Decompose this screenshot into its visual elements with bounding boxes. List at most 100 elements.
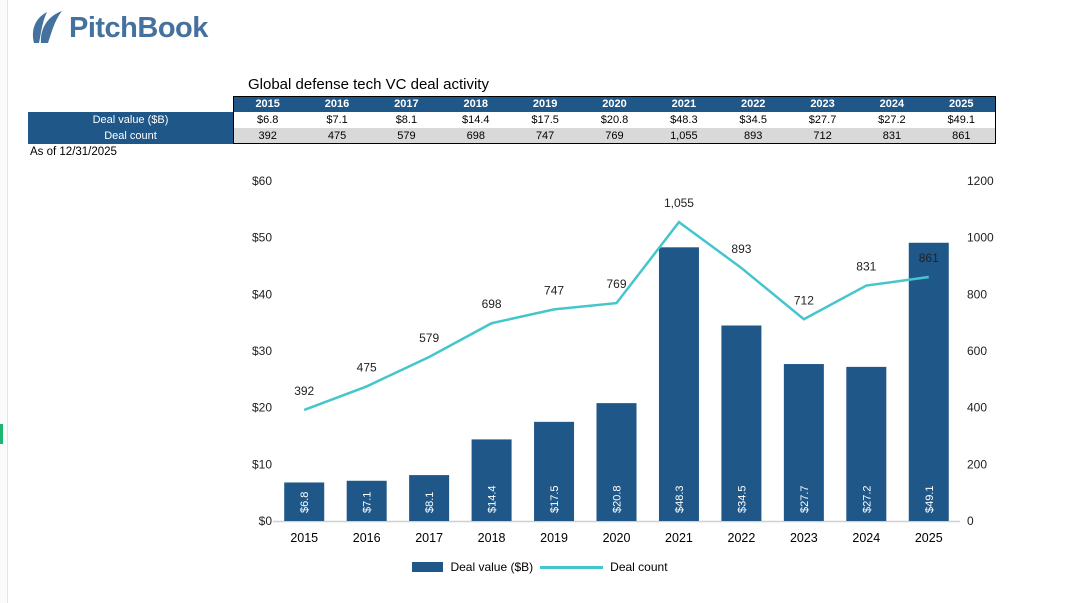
right-axis-tick: 1200 [967, 174, 994, 188]
x-axis-label-2020: 2020 [603, 531, 631, 545]
table-cell-2020: 769 [579, 128, 650, 144]
x-axis-label-2016: 2016 [353, 531, 381, 545]
year-header-2018: 2018 [441, 96, 511, 112]
bar-value-label-2017: $8.1 [424, 492, 436, 513]
year-header-2015: 2015 [233, 96, 303, 112]
table-cell-2017: 579 [371, 128, 442, 144]
bar-2017 [409, 475, 450, 521]
left-axis-tick: $30 [252, 344, 272, 358]
bar-value-label-2022: $34.5 [736, 485, 748, 513]
right-axis-tick: 400 [967, 401, 987, 415]
bar-value-label-2019: $17.5 [549, 485, 561, 513]
count-label-2016: 475 [357, 360, 377, 374]
table-corner [28, 96, 233, 112]
right-axis-tick: 1000 [967, 231, 994, 245]
legend-label: Deal count [610, 560, 668, 574]
count-label-2015: 392 [294, 384, 314, 398]
x-axis-label-2025: 2025 [915, 531, 943, 545]
legend-bar-swatch [412, 562, 444, 572]
table-cell-2021: $48.3 [649, 112, 719, 128]
bar-2018 [471, 439, 512, 521]
bar-value-label-2016: $7.1 [362, 492, 374, 513]
row-label: Deal count [28, 128, 233, 144]
bar-2016 [346, 480, 387, 521]
count-label-2022: 893 [731, 242, 751, 256]
count-label-2025: 861 [919, 251, 939, 265]
table-cell-2020: $20.8 [579, 112, 650, 128]
left-axis-tick: $50 [252, 231, 272, 245]
green-scroll-marker [0, 424, 3, 444]
year-header-2022: 2022 [718, 96, 788, 112]
bar-value-label-2021: $48.3 [674, 485, 686, 513]
x-axis-label-2019: 2019 [540, 531, 568, 545]
bar-value-label-2023: $27.7 [799, 485, 811, 513]
table-cell-2024: $27.2 [857, 112, 927, 128]
table-row: Deal value ($B) $6.8 $7.1 $8.1 $14.4 $17.5 $20… [28, 112, 996, 128]
table-cell-2018: 698 [441, 128, 511, 144]
table-cell-2023: 712 [787, 128, 858, 144]
table-cell-2016: 475 [302, 128, 372, 144]
bar-2021 [658, 247, 699, 522]
bar-2019 [534, 421, 575, 521]
summary-table: 2015 2016 2017 2018 2019 2020 2021 2022 2023 2024… [28, 96, 996, 144]
left-axis-tick: $60 [252, 174, 272, 188]
deal-count-line [303, 220, 929, 412]
table-cell-2019: 747 [510, 128, 580, 144]
x-axis-label-2017: 2017 [415, 531, 443, 545]
count-label-2023: 712 [794, 293, 814, 307]
year-header-2021: 2021 [649, 96, 719, 112]
table-cell-2015: 392 [233, 128, 303, 144]
bar-value-label-2025: $49.1 [924, 485, 936, 513]
as-of-date: As of 12/31/2025 [30, 146, 117, 158]
bar-value-label-2015: $6.8 [299, 492, 311, 513]
right-axis-tick: 600 [967, 344, 987, 358]
right-axis-tick: 800 [967, 287, 987, 301]
chart-legend: Deal value ($B) Deal count [0, 560, 1080, 574]
bar-2020 [596, 403, 637, 521]
legend-line-swatch [540, 565, 604, 569]
bar-2023 [783, 364, 824, 521]
year-header-2023: 2023 [787, 96, 858, 112]
table-cell-2019: $17.5 [510, 112, 580, 128]
table-cell-2025: 861 [926, 128, 996, 144]
count-label-2021: 1,055 [664, 196, 694, 210]
left-axis-tick: $0 [259, 514, 273, 528]
bar-2025 [908, 242, 949, 521]
count-label-2024: 831 [856, 260, 876, 274]
table-cell-2024: 831 [857, 128, 927, 144]
left-axis-tick: $40 [252, 287, 272, 301]
table-cell-2022: 893 [718, 128, 788, 144]
table-cell-2021: 1,055 [649, 128, 719, 144]
right-axis-tick: 200 [967, 457, 987, 471]
year-header-2019: 2019 [510, 96, 580, 112]
pitchbook-logo-icon [32, 11, 62, 43]
row-label: Deal value ($B) [28, 112, 233, 128]
year-header-2016: 2016 [302, 96, 372, 112]
table-cell-2023: $27.7 [787, 112, 858, 128]
year-header-2020: 2020 [579, 96, 650, 112]
bar-value-label-2020: $20.8 [612, 485, 624, 513]
table-header-row: 2015 2016 2017 2018 2019 2020 2021 2022 2023 2024… [28, 96, 996, 112]
year-header-2024: 2024 [857, 96, 927, 112]
table-cell-2017: $8.1 [371, 112, 442, 128]
pitchbook-logo: PitchBook [26, 9, 208, 47]
count-label-2020: 769 [606, 277, 626, 291]
left-axis-tick: $10 [252, 457, 272, 471]
left-axis-tick: $20 [252, 401, 272, 415]
legend-label: Deal value ($B) [450, 560, 534, 574]
bar-value-label-2024: $27.2 [861, 485, 873, 513]
year-header-2017: 2017 [371, 96, 442, 112]
table-cell-2018: $14.4 [441, 112, 511, 128]
x-axis-label-2018: 2018 [478, 531, 506, 545]
x-axis-label-2022: 2022 [728, 531, 756, 545]
count-label-2019: 747 [544, 283, 564, 297]
count-label-2017: 579 [419, 331, 439, 345]
year-header-2025: 2025 [926, 96, 996, 112]
count-label-2018: 698 [482, 297, 502, 311]
bar-value-label-2018: $14.4 [487, 485, 499, 513]
table-cell-2016: $7.1 [302, 112, 372, 128]
chart-title: Global defense tech VC deal activity [248, 76, 489, 93]
bar-2024 [846, 366, 887, 521]
